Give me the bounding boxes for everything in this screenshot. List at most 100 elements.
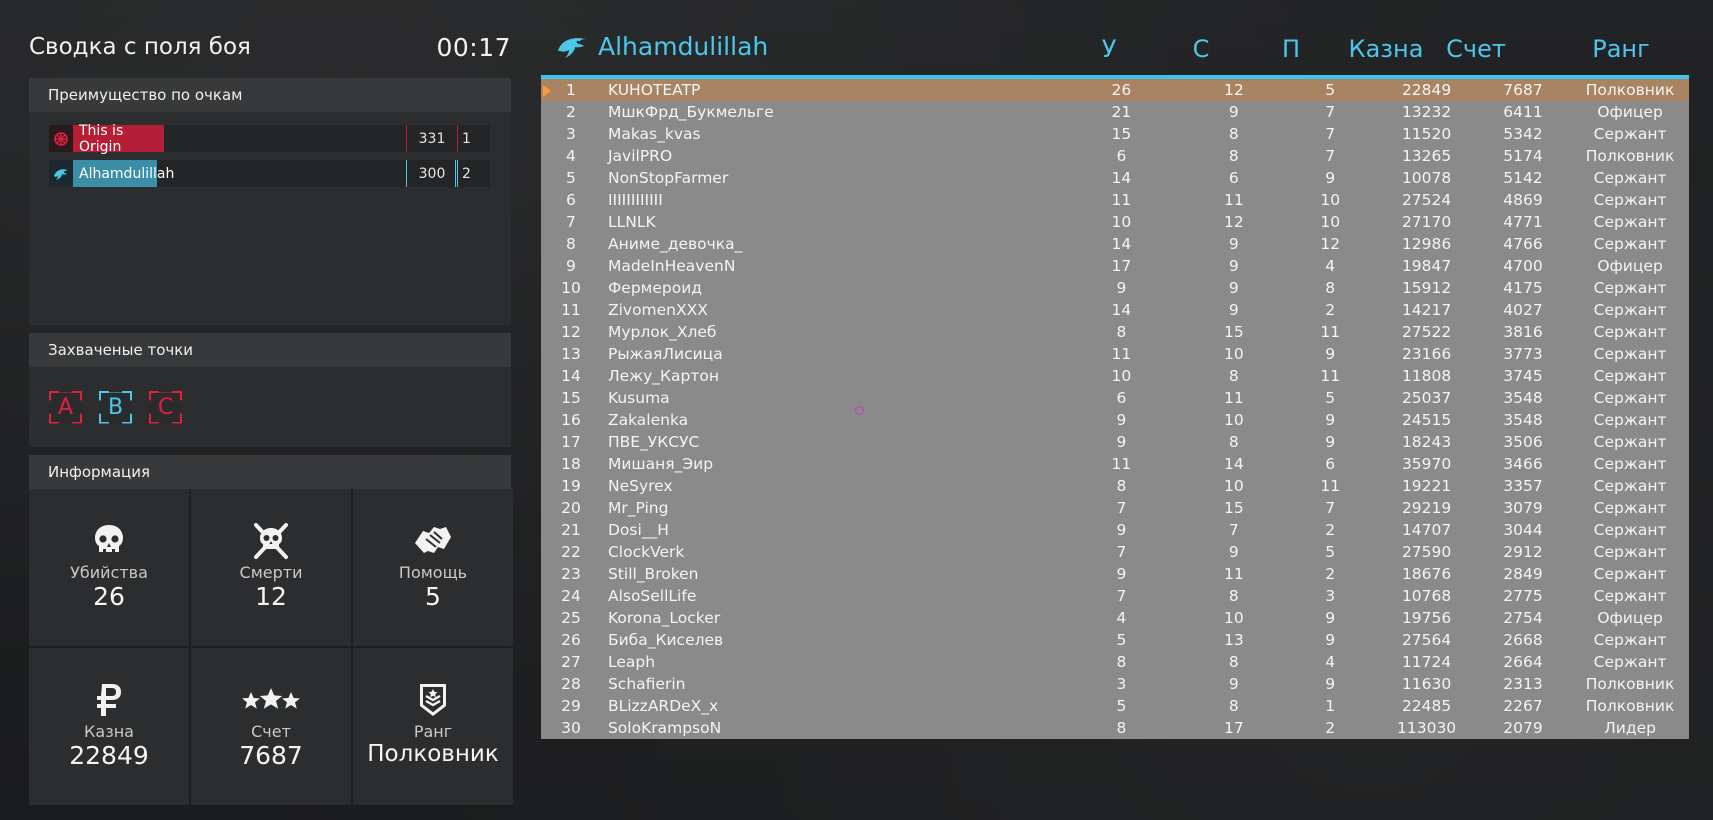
table-row[interactable]: 16 Zakalenka 9 10 9 24515 3548 Сержант bbox=[541, 409, 1689, 431]
player-deaths: 8 bbox=[1228, 367, 1239, 385]
player-position: 25 bbox=[561, 609, 581, 627]
table-row[interactable]: 20 Mr_Ping 7 15 7 29219 3079 Сержант bbox=[541, 497, 1689, 519]
player-kills: 11 bbox=[1111, 455, 1132, 473]
table-row[interactable]: 3 Makas_kvas 15 8 7 11520 5342 Сержант bbox=[541, 123, 1689, 145]
row-marker bbox=[541, 233, 556, 255]
player-rank: Лидер bbox=[1604, 719, 1656, 737]
advantage-panel: Преимущество по очкам This is Origin 331… bbox=[29, 78, 511, 325]
player-deaths: 10 bbox=[1223, 411, 1244, 429]
table-row[interactable]: 23 Still_Broken 9 11 2 18676 2849 Сержант bbox=[541, 563, 1689, 585]
player-deaths: 17 bbox=[1223, 719, 1244, 737]
player-score: 2664 bbox=[1503, 653, 1543, 671]
table-row[interactable]: 11 ZivomenXXX 14 9 2 14217 4027 Сержант bbox=[541, 299, 1689, 321]
table-row[interactable]: 8 Аниме_девочка_ 14 9 12 12986 4766 Сержант bbox=[541, 233, 1689, 255]
player-assists: 4 bbox=[1325, 257, 1336, 275]
player-money: 27564 bbox=[1401, 631, 1452, 649]
table-row[interactable]: 28 Schafierin 3 9 9 11630 2313 Полковник bbox=[541, 673, 1689, 695]
player-money: 18243 bbox=[1401, 433, 1452, 451]
player-rank: Полковник bbox=[1585, 697, 1675, 715]
player-score: 5342 bbox=[1503, 125, 1543, 143]
team-accent-line bbox=[541, 75, 1689, 79]
player-deaths: 10 bbox=[1223, 609, 1244, 627]
table-row[interactable]: 1 KUHOTEATP 26 12 5 22849 7687 Полковник bbox=[541, 79, 1689, 101]
row-marker bbox=[541, 695, 556, 717]
player-money: 113030 bbox=[1397, 719, 1457, 737]
row-marker bbox=[541, 321, 556, 343]
player-name: KUHOTEATP bbox=[585, 79, 1058, 101]
table-row[interactable]: 4 JavilPRO 6 8 7 13265 5174 Полковник bbox=[541, 145, 1689, 167]
player-rank: Сержант bbox=[1593, 565, 1667, 583]
player-kills: 9 bbox=[1116, 521, 1127, 539]
player-name: Makas_kvas bbox=[607, 125, 701, 143]
player-money: 27590 bbox=[1401, 543, 1452, 561]
player-assists: 10 bbox=[1320, 213, 1341, 231]
player-kills: 5 bbox=[1116, 631, 1127, 649]
player-score: 3506 bbox=[1503, 433, 1543, 451]
table-row[interactable]: 29 BLizzARDeX_x 5 8 1 22485 2267 Полковник bbox=[541, 695, 1689, 717]
table-row[interactable]: 13 РыжаяЛисица 11 10 9 23166 3773 Сержант bbox=[541, 343, 1689, 365]
table-row[interactable]: 22 ClockVerk 7 9 5 27590 2912 Сержант bbox=[541, 541, 1689, 563]
player-kills: 3 bbox=[1116, 675, 1127, 693]
table-row[interactable]: 14 Лежу_Картон 10 8 11 11808 3745 Сержант bbox=[541, 365, 1689, 387]
table-row[interactable]: 26 Биба_Киселев 5 13 9 27564 2668 Сержант bbox=[541, 629, 1689, 651]
table-row[interactable]: 18 Мишаня_Эир 11 14 6 35970 3466 Сержант bbox=[541, 453, 1689, 475]
player-deaths: 9 bbox=[1228, 235, 1239, 253]
table-row[interactable]: 30 SoloKrampsoN 8 17 2 113030 2079 Лидер bbox=[541, 717, 1689, 739]
column-header-kills[interactable]: У bbox=[1101, 35, 1117, 63]
table-row[interactable]: 19 NeSyrex 8 10 11 19221 3357 Сержант bbox=[541, 475, 1689, 497]
player-rank: Сержант bbox=[1593, 411, 1667, 429]
player-kills: 9 bbox=[1116, 411, 1127, 429]
table-row[interactable]: 12 Мурлок_Хлеб 8 15 11 27522 3816 Сержант bbox=[541, 321, 1689, 343]
row-marker bbox=[541, 145, 556, 167]
table-row[interactable]: 24 AlsoSellLife 7 8 3 10768 2775 Сержант bbox=[541, 585, 1689, 607]
table-row[interactable]: 27 Leaph 8 8 4 11724 2664 Сержант bbox=[541, 651, 1689, 673]
player-score: 2754 bbox=[1503, 609, 1543, 627]
table-row[interactable]: 10 Фермероид 9 9 8 15912 4175 Сержант bbox=[541, 277, 1689, 299]
player-deaths: 11 bbox=[1223, 565, 1244, 583]
team-title: Alhamdulillah bbox=[556, 32, 768, 61]
player-kills: 7 bbox=[1116, 499, 1127, 517]
column-header-money[interactable]: Казна bbox=[1348, 35, 1424, 63]
player-assists: 11 bbox=[1320, 367, 1341, 385]
table-row[interactable]: 25 Korona_Locker 4 10 9 19756 2754 Офицер bbox=[541, 607, 1689, 629]
table-row[interactable]: 21 Dosi__H 9 7 2 14707 3044 Сержант bbox=[541, 519, 1689, 541]
arrow-right-icon bbox=[543, 84, 551, 97]
player-position: 4 bbox=[566, 147, 576, 165]
table-row[interactable]: 17 ПВЕ_УКСУС 9 8 9 18243 3506 Сержант bbox=[541, 431, 1689, 453]
player-name: Kusuma bbox=[607, 389, 670, 407]
scoreboard-panel: Alhamdulillah У С П Казна Счет Ранг 1 KUH… bbox=[541, 24, 1689, 739]
player-kills: 14 bbox=[1111, 169, 1132, 187]
column-header-deaths[interactable]: С bbox=[1192, 35, 1210, 63]
player-score: 4869 bbox=[1503, 191, 1543, 209]
row-marker bbox=[541, 167, 556, 189]
player-kills: 7 bbox=[1116, 587, 1127, 605]
player-money: 11808 bbox=[1401, 367, 1452, 385]
player-score: 2313 bbox=[1503, 675, 1543, 693]
column-header-rank[interactable]: Ранг bbox=[1592, 35, 1650, 63]
player-score: 4766 bbox=[1503, 235, 1543, 253]
table-row[interactable]: 7 LLNLK 10 12 10 27170 4771 Сержант bbox=[541, 211, 1689, 233]
player-score: 3044 bbox=[1503, 521, 1543, 539]
player-name: NonStopFarmer bbox=[607, 169, 729, 187]
player-kills: 9 bbox=[1116, 565, 1127, 583]
player-money: 27522 bbox=[1401, 323, 1452, 341]
player-rank: Офицер bbox=[1597, 609, 1663, 627]
player-assists: 9 bbox=[1325, 411, 1336, 429]
stat-label: Ранг bbox=[413, 722, 453, 741]
column-header-assists[interactable]: П bbox=[1281, 35, 1301, 63]
table-row[interactable]: 9 MadeInHeavenN 17 9 4 19847 4700 Офицер bbox=[541, 255, 1689, 277]
player-name: ZivomenXXX bbox=[607, 301, 708, 319]
player-position: 22 bbox=[561, 543, 581, 561]
current-player-marker bbox=[541, 79, 556, 101]
player-assists: 2 bbox=[1325, 719, 1336, 737]
player-position: 24 bbox=[561, 587, 581, 605]
table-row[interactable]: 2 МшкФрд_Букмельге 21 9 7 13232 6411 Офицер bbox=[541, 101, 1689, 123]
player-deaths: 8 bbox=[1228, 433, 1239, 451]
table-row[interactable]: 15 Kusuma 6 11 5 25037 3548 Сержант bbox=[541, 387, 1689, 409]
column-header-score[interactable]: Счет bbox=[1446, 35, 1506, 63]
table-row[interactable]: 5 NonStopFarmer 14 6 9 10078 5142 Сержант bbox=[541, 167, 1689, 189]
table-row[interactable]: 6 IIIIIIIIIIII 11 11 10 27524 4869 Сержант bbox=[541, 189, 1689, 211]
player-deaths: 10 bbox=[1223, 477, 1244, 495]
player-score: 4771 bbox=[1503, 213, 1543, 231]
player-name: MadeInHeavenN bbox=[607, 257, 736, 275]
